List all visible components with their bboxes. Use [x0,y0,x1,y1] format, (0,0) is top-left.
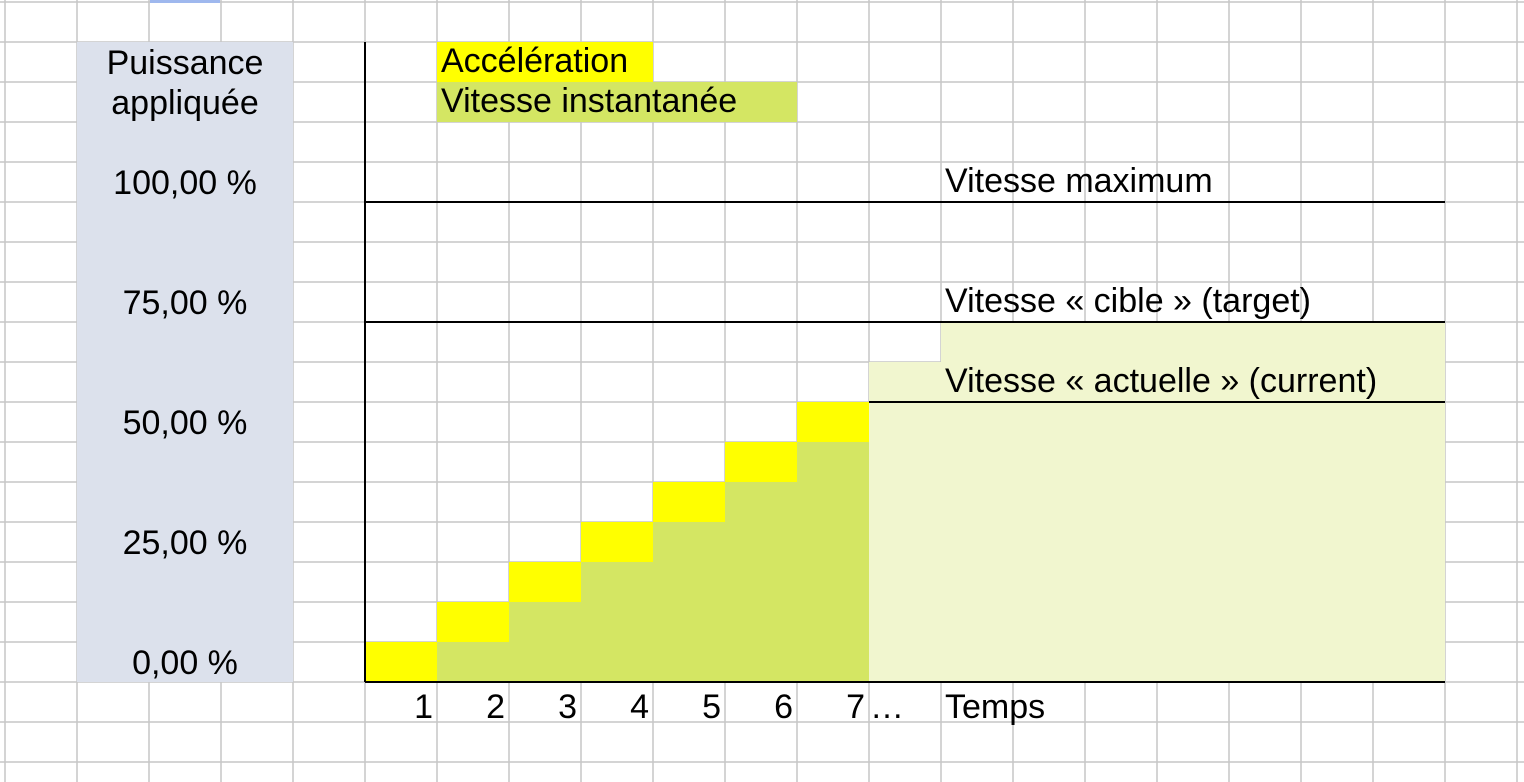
label-column [77,42,293,682]
x-label: 1 [414,688,433,726]
y-label: 25,00 % [123,524,248,562]
acceleration-step [437,602,509,642]
x-label: 5 [702,688,721,726]
speed-step [509,602,581,682]
x-label: 6 [774,688,793,726]
column-selection [150,0,220,3]
acceleration-step [365,642,437,682]
acceleration-step [509,562,581,602]
x-title: Temps [945,688,1045,726]
speed-step [653,522,725,682]
y-label: 0,00 % [132,644,238,682]
y-label: 100,00 % [113,164,257,202]
acceleration-step [725,442,797,482]
speed-step [725,482,797,682]
target-zone [869,362,941,682]
legend-label: Accélération [441,42,628,80]
x-label: 7 [846,688,865,726]
annotation: Vitesse « cible » (target) [945,282,1311,320]
legend-swatch [437,42,653,82]
legend-swatch [437,82,797,122]
axis-label: appliquée [111,84,258,122]
acceleration-step [653,482,725,522]
speed-step [437,642,509,682]
legend-label: Vitesse instantanée [441,82,737,120]
annotation: Vitesse « actuelle » (current) [945,362,1377,400]
y-label: 75,00 % [123,284,248,322]
acceleration-step [581,522,653,562]
x-label: 2 [486,688,505,726]
stairs [365,402,869,682]
x-label: 4 [630,688,649,726]
speed-step [797,442,869,682]
x-label: 3 [558,688,577,726]
y-label: 50,00 % [123,404,248,442]
acceleration-step [797,402,869,442]
speed-step [581,562,653,682]
axis-label: Puissance [107,44,264,82]
x-more: … [870,688,904,726]
target-zone [941,322,1445,682]
annotation: Vitesse maximum [945,162,1213,200]
